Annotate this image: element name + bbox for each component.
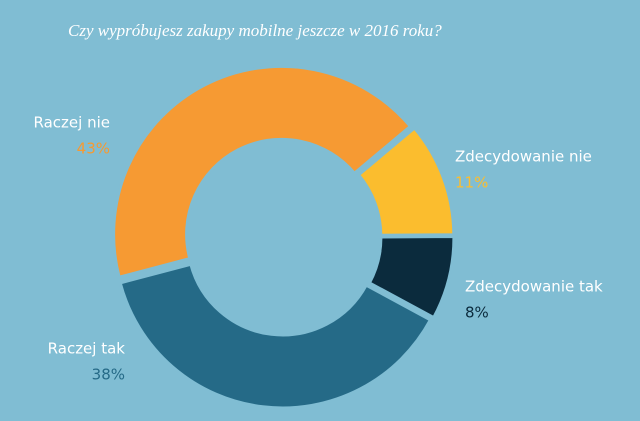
- category-label: Zdecydowanie nie: [455, 148, 592, 166]
- value-label: 8%: [465, 304, 489, 322]
- value-label: 43%: [77, 140, 110, 158]
- category-label: Raczej tak: [48, 340, 126, 358]
- category-label: Zdecydowanie tak: [465, 278, 603, 296]
- value-label: 11%: [455, 174, 488, 192]
- donut-segment: [112, 64, 413, 280]
- donut-segment: [118, 262, 433, 410]
- chart-title: Czy wypróbujesz zakupy mobilne jeszcze w…: [68, 21, 442, 40]
- donut-segment: [367, 235, 456, 320]
- value-label: 38%: [92, 366, 125, 384]
- category-label: Raczej nie: [34, 114, 110, 132]
- donut-segment: [356, 125, 456, 237]
